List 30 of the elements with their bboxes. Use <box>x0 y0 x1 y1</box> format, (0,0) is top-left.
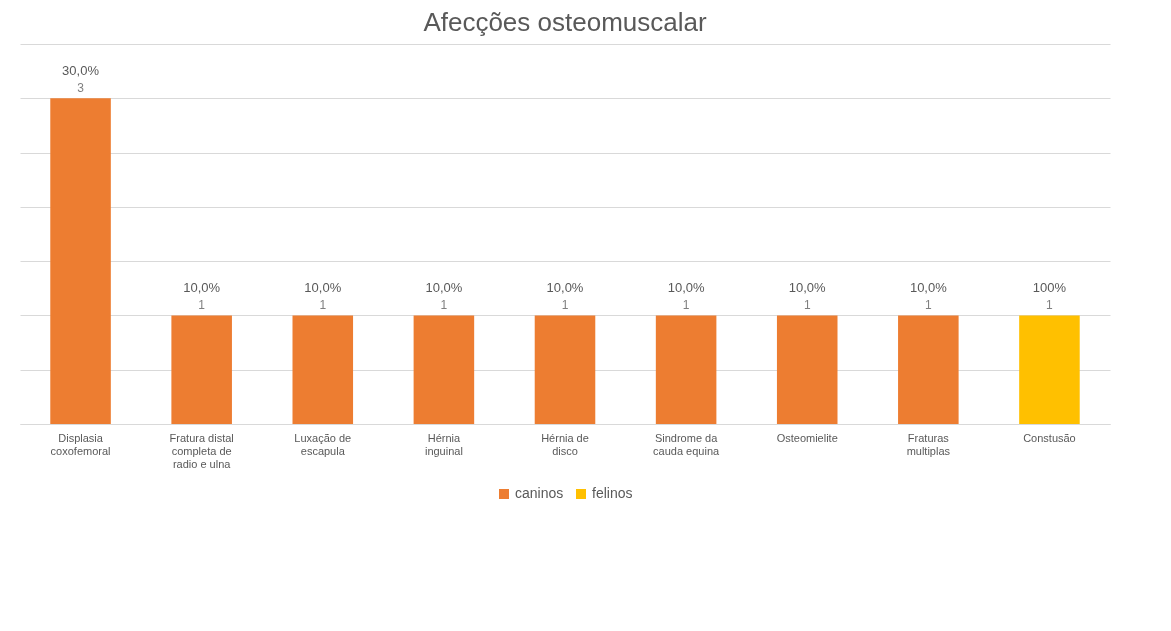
data-label: 3 <box>77 81 85 96</box>
data-label: 1 <box>440 298 448 313</box>
annotation: 100% <box>1032 280 1067 296</box>
x-tick-label: Constusão <box>1023 431 1076 444</box>
data-label: 1 <box>803 298 811 313</box>
x-tick-label: Fratura distal completa de radio e ulna <box>169 431 234 470</box>
data-label: 1 <box>561 298 569 313</box>
x-tick-label: Displasia coxofemoral <box>50 431 111 457</box>
data-label: 1 <box>924 298 932 313</box>
legend-label: felinos <box>592 485 633 501</box>
x-tick-label: Hérnia de disco <box>541 431 589 457</box>
chart-title: Afecções osteomuscalar <box>423 7 707 37</box>
annotation: 10,0% <box>546 280 584 296</box>
annotation: 30,0% <box>62 63 100 79</box>
data-label: 1 <box>682 298 690 313</box>
annotation: 10,0% <box>667 280 705 296</box>
legend-label: caninos <box>515 485 564 501</box>
annotation: 10,0% <box>183 280 221 296</box>
x-tick-label: Luxação de escapula <box>294 431 352 457</box>
x-tick-label: Sindrome da cauda equina <box>653 431 721 457</box>
data-label: 1 <box>319 298 327 313</box>
annotation: 10,0% <box>788 280 827 296</box>
annotation: 10,0% <box>909 280 948 296</box>
annotation: 10,0% <box>425 280 463 296</box>
x-tick-label: Osteomielite <box>776 431 838 444</box>
data-label: 1 <box>1046 298 1054 313</box>
annotation: 10,0% <box>304 280 342 296</box>
data-label: 1 <box>198 298 206 313</box>
x-tick-label: Fraturas multiplas <box>906 431 951 457</box>
x-tick-label: Hérnia inguinal <box>424 431 463 457</box>
